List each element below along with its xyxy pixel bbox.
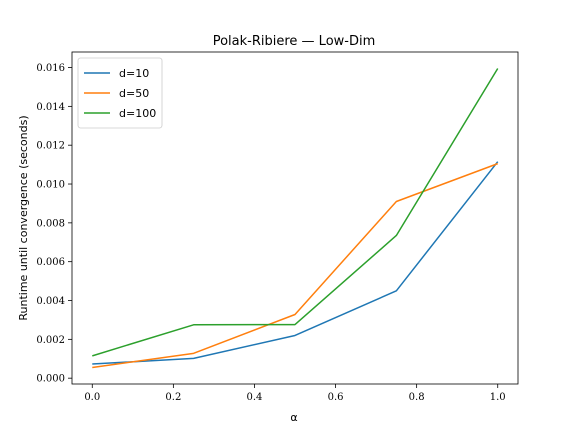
- legend-label: d=10: [119, 67, 149, 80]
- y-tick-label: 0.016: [36, 63, 65, 74]
- chart-title: Polak-Ribiere — Low-Dim: [213, 34, 376, 49]
- x-tick-label: 0.0: [84, 392, 100, 403]
- x-tick-label: 0.6: [328, 392, 344, 403]
- legend-label: d=100: [119, 107, 156, 120]
- y-tick-label: 0.010: [36, 180, 65, 191]
- y-tick-label: 0.014: [36, 102, 65, 113]
- series-line-d-50: [92, 162, 498, 369]
- y-tick-label: 0.012: [36, 141, 65, 152]
- x-tick-label: 0.2: [165, 392, 181, 403]
- x-axis-label: α: [290, 411, 297, 424]
- y-tick-label: 0.004: [36, 296, 65, 307]
- axes-frame: [71, 51, 519, 385]
- x-tick-label: 0.4: [247, 392, 263, 403]
- plot-area: 0.0 0.2 0.4 0.6 0.8 1.0 0.000 0.002 0.004 0.006 0.…: [36, 51, 519, 403]
- y-tick-label: 0.002: [36, 335, 65, 346]
- series-line-d-10: [92, 161, 499, 365]
- legend-label: d=50: [119, 87, 149, 100]
- y-axis-label: Runtime until convergence (seconds): [17, 115, 30, 320]
- legend-box: [77, 57, 163, 129]
- y-tick-label: 0.006: [36, 257, 65, 268]
- series-line-d-100: [92, 68, 499, 357]
- x-tick-label: 1.0: [490, 392, 506, 403]
- y-tick-label: 0.008: [36, 218, 65, 229]
- y-tick-label: 0.000: [36, 374, 65, 385]
- x-tick-label: 0.8: [409, 392, 425, 403]
